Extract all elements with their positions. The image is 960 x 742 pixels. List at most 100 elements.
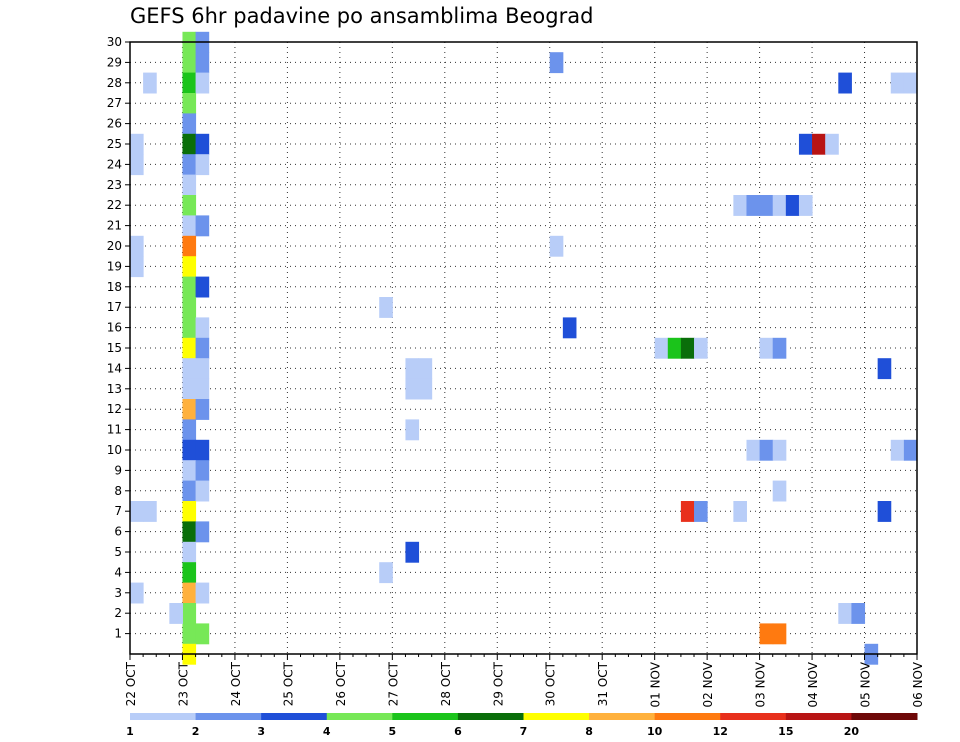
heatmap-cell: [182, 337, 197, 359]
heatmap-cell: [838, 603, 852, 624]
legend-label: 6: [454, 725, 462, 738]
y-tick-label: 12: [107, 402, 122, 416]
y-tick-label: 3: [114, 586, 122, 600]
legend-label: 3: [257, 725, 265, 738]
legend-label: 1: [126, 725, 134, 738]
legend-swatch: [589, 713, 656, 720]
heatmap-cell: [182, 623, 197, 645]
heatmap-cell: [759, 337, 774, 359]
x-tick-label: 02 NOV: [701, 661, 715, 707]
y-tick-label: 18: [107, 280, 122, 294]
heatmap-cell: [772, 480, 787, 502]
heatmap-cell: [733, 195, 747, 216]
heatmap-cell: [182, 460, 197, 482]
heatmap-cell: [182, 582, 197, 604]
heatmap-cell: [143, 72, 157, 94]
heatmap-cell: [798, 195, 813, 216]
x-tick-label: 24 OCT: [229, 661, 243, 706]
heatmap-cell: [182, 562, 197, 584]
heatmap-cell: [379, 562, 393, 584]
x-tick-label: 04 NOV: [806, 661, 820, 707]
heatmap-cell: [182, 276, 197, 298]
y-tick-label: 17: [107, 300, 122, 314]
heatmap-cell: [195, 460, 210, 482]
legend-label: 20: [844, 725, 860, 738]
heatmap-cell: [195, 276, 210, 298]
x-tick-label: 23 OCT: [176, 661, 190, 706]
y-tick-label: 19: [107, 259, 122, 273]
heatmap-cell: [549, 235, 564, 257]
heatmap-cell: [379, 297, 393, 318]
heatmap-cell: [759, 623, 774, 645]
heatmap-cell: [182, 439, 197, 461]
x-tick-label: 03 NOV: [754, 661, 768, 707]
heatmap-cell: [143, 501, 157, 522]
heatmap-cell: [182, 154, 197, 176]
y-tick-label: 13: [107, 382, 122, 396]
x-tick-label: 27 OCT: [386, 661, 400, 706]
legend-label: 10: [647, 725, 663, 738]
heatmap-cell: [405, 378, 420, 400]
x-tick-label: 31 OCT: [596, 661, 610, 706]
y-tick-label: 30: [107, 35, 122, 49]
heatmap-cell: [838, 72, 852, 94]
legend-swatch: [785, 713, 852, 720]
heatmap-cell: [182, 480, 197, 502]
y-tick-label: 23: [107, 178, 122, 192]
heatmap-cell: [130, 582, 144, 604]
heatmap-cell: [418, 358, 433, 380]
x-tick-label: 05 NOV: [859, 661, 873, 707]
y-tick-label: 8: [114, 484, 122, 498]
legend-label: 2: [192, 725, 200, 738]
heatmap-cell: [733, 501, 747, 522]
heatmap-cell: [195, 133, 210, 155]
heatmap-cell: [877, 501, 892, 522]
x-tick-label: 25 OCT: [281, 661, 295, 706]
heatmap-cell: [182, 72, 197, 94]
heatmap-cell: [903, 72, 918, 94]
heatmap-cell: [182, 521, 197, 543]
legend-swatch: [261, 713, 328, 720]
heatmap-cell: [182, 501, 197, 522]
heatmap-cell: [195, 480, 210, 502]
legend-swatch: [195, 713, 262, 720]
x-tick-label: 01 NOV: [649, 661, 663, 707]
heatmap-cell: [890, 72, 905, 94]
legend-swatch: [851, 713, 918, 720]
y-tick-label: 20: [107, 239, 122, 253]
heatmap-cell: [680, 501, 695, 522]
y-tick-label: 21: [107, 219, 122, 233]
y-tick-label: 25: [107, 137, 122, 151]
heatmap-cell: [182, 603, 197, 624]
heatmap-cell: [195, 399, 210, 420]
y-tick-label: 27: [107, 96, 122, 110]
heatmap-cell: [130, 235, 144, 257]
y-tick-label: 11: [107, 423, 122, 437]
heatmap-cell: [130, 154, 144, 176]
heatmap-cell: [182, 256, 197, 278]
x-tick-label: 06 NOV: [911, 661, 925, 707]
x-tick-label: 30 OCT: [544, 661, 558, 706]
heatmap-cell: [903, 439, 918, 461]
heatmap-cell: [772, 623, 787, 645]
heatmap-cell: [785, 195, 800, 216]
heatmap-cell: [418, 378, 433, 400]
y-tick-label: 10: [107, 443, 122, 457]
heatmap-cell: [182, 174, 197, 196]
y-tick-label: 6: [114, 525, 122, 539]
heatmap-cell: [182, 215, 197, 237]
heatmap-cell: [812, 133, 826, 155]
y-tick-label: 4: [114, 565, 122, 579]
heatmap-cell: [182, 399, 197, 420]
y-tick-label: 15: [107, 341, 122, 355]
heatmap-cell: [654, 337, 669, 359]
chart-title: GEFS 6hr padavine po ansamblima Beograd: [130, 4, 594, 28]
y-tick-label: 24: [107, 157, 122, 171]
y-tick-label: 22: [107, 198, 122, 212]
y-tick-label: 28: [107, 76, 122, 90]
y-tick-label: 9: [114, 463, 122, 477]
heatmap-cell: [746, 439, 761, 461]
heatmap-cell: [130, 256, 144, 278]
heatmap-cell: [182, 93, 197, 114]
